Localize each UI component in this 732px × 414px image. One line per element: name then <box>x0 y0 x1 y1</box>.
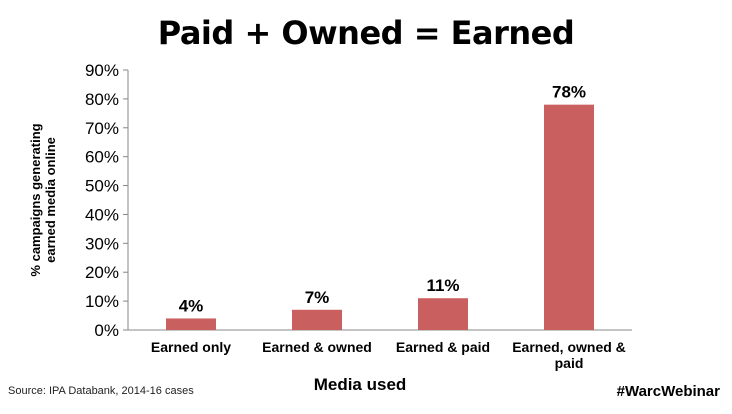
category-labels: Earned only Earned & owned Earned & paid Ea… <box>151 339 626 371</box>
source-note: Source: IPA Databank, 2014-16 cases <box>8 385 194 397</box>
y-tick-label: 40% <box>85 205 119 224</box>
y-axis-title-line: % campaigns generating <box>28 123 43 276</box>
hashtag: #WarcWebinar <box>616 383 720 400</box>
y-axis-ticks: 0% 10% 20% 30% 40% 50% 60% 70% 80% 90% <box>85 61 128 340</box>
chart-title: Paid + Owned = Earned <box>157 14 575 52</box>
bar-value-label: 7% <box>305 288 330 307</box>
y-tick-label: 10% <box>85 292 119 311</box>
category-label: Earned, owned & paid <box>512 339 626 371</box>
bar-value-label: 11% <box>426 276 459 295</box>
category-label: Earned & paid <box>396 339 490 355</box>
y-tick-label: 0% <box>94 321 119 340</box>
y-tick-label: 90% <box>85 61 119 80</box>
y-axis-title-line: earned media online <box>43 137 58 263</box>
bar <box>292 309 342 330</box>
bar-value-label: 78% <box>552 83 586 102</box>
y-tick-label: 60% <box>85 148 119 167</box>
y-tick-label: 20% <box>85 263 119 282</box>
y-tick-label: 70% <box>85 119 119 138</box>
bar <box>166 318 216 330</box>
y-tick-label: 50% <box>85 177 119 196</box>
category-label: Earned only <box>151 339 231 355</box>
y-axis-title: % campaigns generating earned media onlin… <box>28 123 58 276</box>
bars: 4% 7% 11% 78% <box>166 83 594 331</box>
bar <box>544 104 594 331</box>
category-label: Earned & owned <box>262 339 372 355</box>
y-tick-label: 80% <box>85 90 119 109</box>
y-tick-label: 30% <box>85 234 119 253</box>
bar <box>418 298 468 330</box>
x-axis-title: Media used <box>314 375 407 394</box>
bar-value-label: 4% <box>179 296 204 315</box>
